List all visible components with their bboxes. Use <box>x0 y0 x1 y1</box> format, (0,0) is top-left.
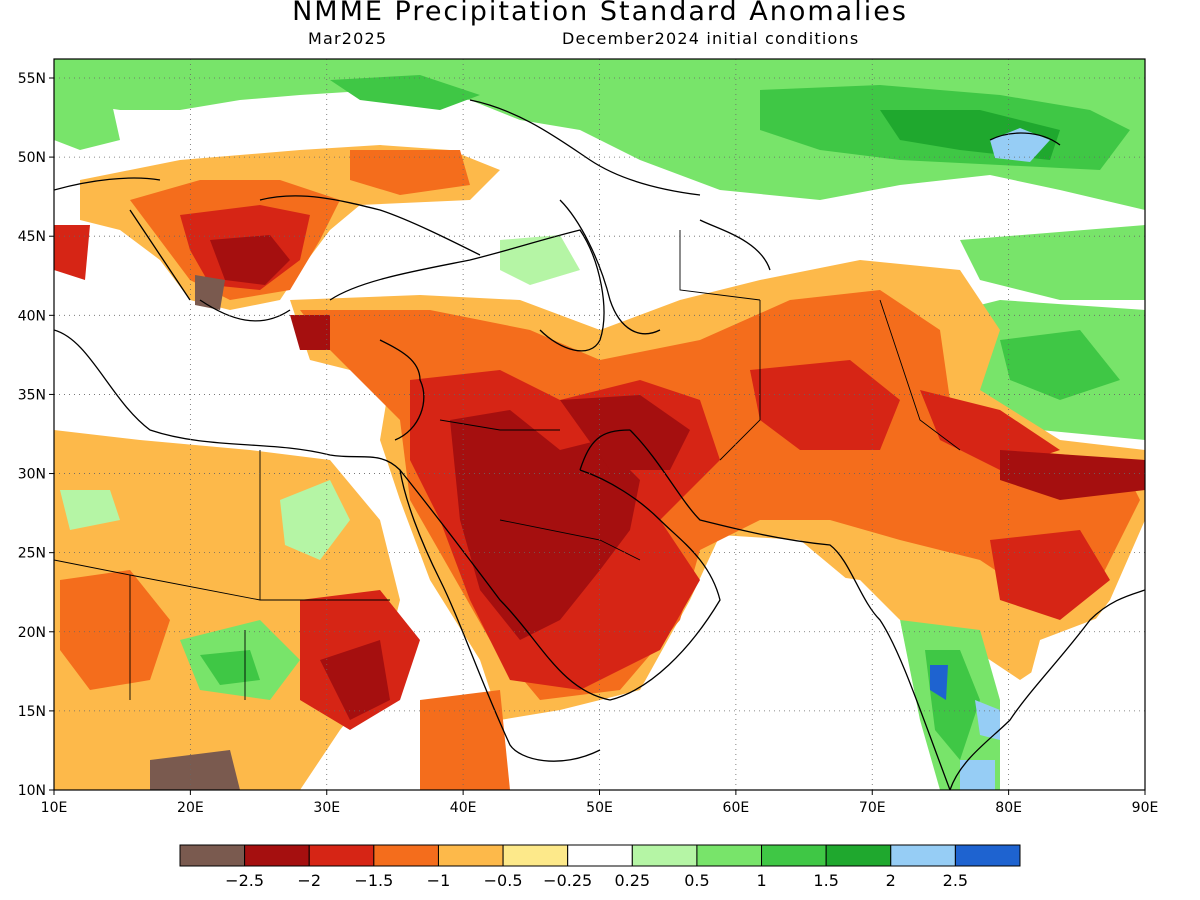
init-conditions: December2024 initial conditions <box>562 29 860 48</box>
colorbar-label: 1 <box>756 871 766 890</box>
target-month: Mar2025 <box>308 29 388 48</box>
colorbar-swatch <box>308 844 375 867</box>
colorbar-label: −0.5 <box>484 871 523 890</box>
colorbar-swatch <box>373 844 439 867</box>
colorbar-label: −1.5 <box>354 871 393 890</box>
colorbar-label: 2 <box>886 871 896 890</box>
colorbar: −2.5 −2 −1.5 −1 −0.5 −0.25 0.25 0.5 1 1.5 2 2.5 <box>179 844 1021 890</box>
lon-tick-label: 10E <box>41 800 68 816</box>
lon-tick-label: 20E <box>177 800 204 816</box>
colorbar-label: 0.25 <box>614 871 650 890</box>
lat-tick-label: 10N <box>18 783 46 799</box>
colorbar-swatch <box>179 844 246 867</box>
colorbar-swatch <box>567 844 633 867</box>
colorbar-label: −1 <box>427 871 451 890</box>
colorbar-swatch <box>761 844 827 867</box>
lon-tick-label: 40E <box>450 800 477 816</box>
lon-tick-label: 90E <box>1132 800 1159 816</box>
lon-tick-label: 30E <box>313 800 340 816</box>
colorbar-label: −2 <box>297 871 321 890</box>
lat-tick-label: 55N <box>18 71 46 87</box>
lat-tick-label: 50N <box>18 150 46 166</box>
map-title: NMME Precipitation Standard Anomalies <box>292 0 908 27</box>
lon-tick-label: 70E <box>859 800 886 816</box>
colorbar-swatch <box>244 844 310 867</box>
colorbar-swatch <box>437 844 504 867</box>
colorbar-label: 0.5 <box>684 871 709 890</box>
lon-tick-label: 50E <box>586 800 613 816</box>
lat-tick-label: 20N <box>18 625 46 641</box>
colorbar-swatch <box>631 844 698 867</box>
lon-tick-label: 80E <box>995 800 1022 816</box>
colorbar-swatch <box>825 844 892 867</box>
colorbar-label: −2.5 <box>225 871 264 890</box>
lat-tick-label: 30N <box>18 467 46 483</box>
anomaly-field <box>54 59 1145 790</box>
lat-tick-label: 25N <box>18 546 46 562</box>
colorbar-swatch <box>502 844 569 867</box>
colorbar-label: 2.5 <box>943 871 968 890</box>
lat-tick-label: 40N <box>18 308 46 324</box>
axis-ticks: 10E 20E 30E 40E 50E 60E 70E 80E 90E 55N 50N 45N 40N 3… <box>18 71 1159 816</box>
lon-tick-label: 60E <box>723 800 750 816</box>
colorbar-label: −0.25 <box>543 871 592 890</box>
lat-tick-label: 15N <box>18 704 46 720</box>
colorbar-swatch <box>696 844 763 867</box>
colorbar-label: 1.5 <box>813 871 838 890</box>
borders <box>54 230 961 700</box>
colorbar-swatch <box>890 844 956 867</box>
colorbar-swatch <box>954 844 1021 867</box>
lat-tick-label: 35N <box>18 387 46 403</box>
lat-tick-label: 45N <box>18 229 46 245</box>
graticule <box>54 59 1145 790</box>
coastlines <box>54 99 1145 790</box>
